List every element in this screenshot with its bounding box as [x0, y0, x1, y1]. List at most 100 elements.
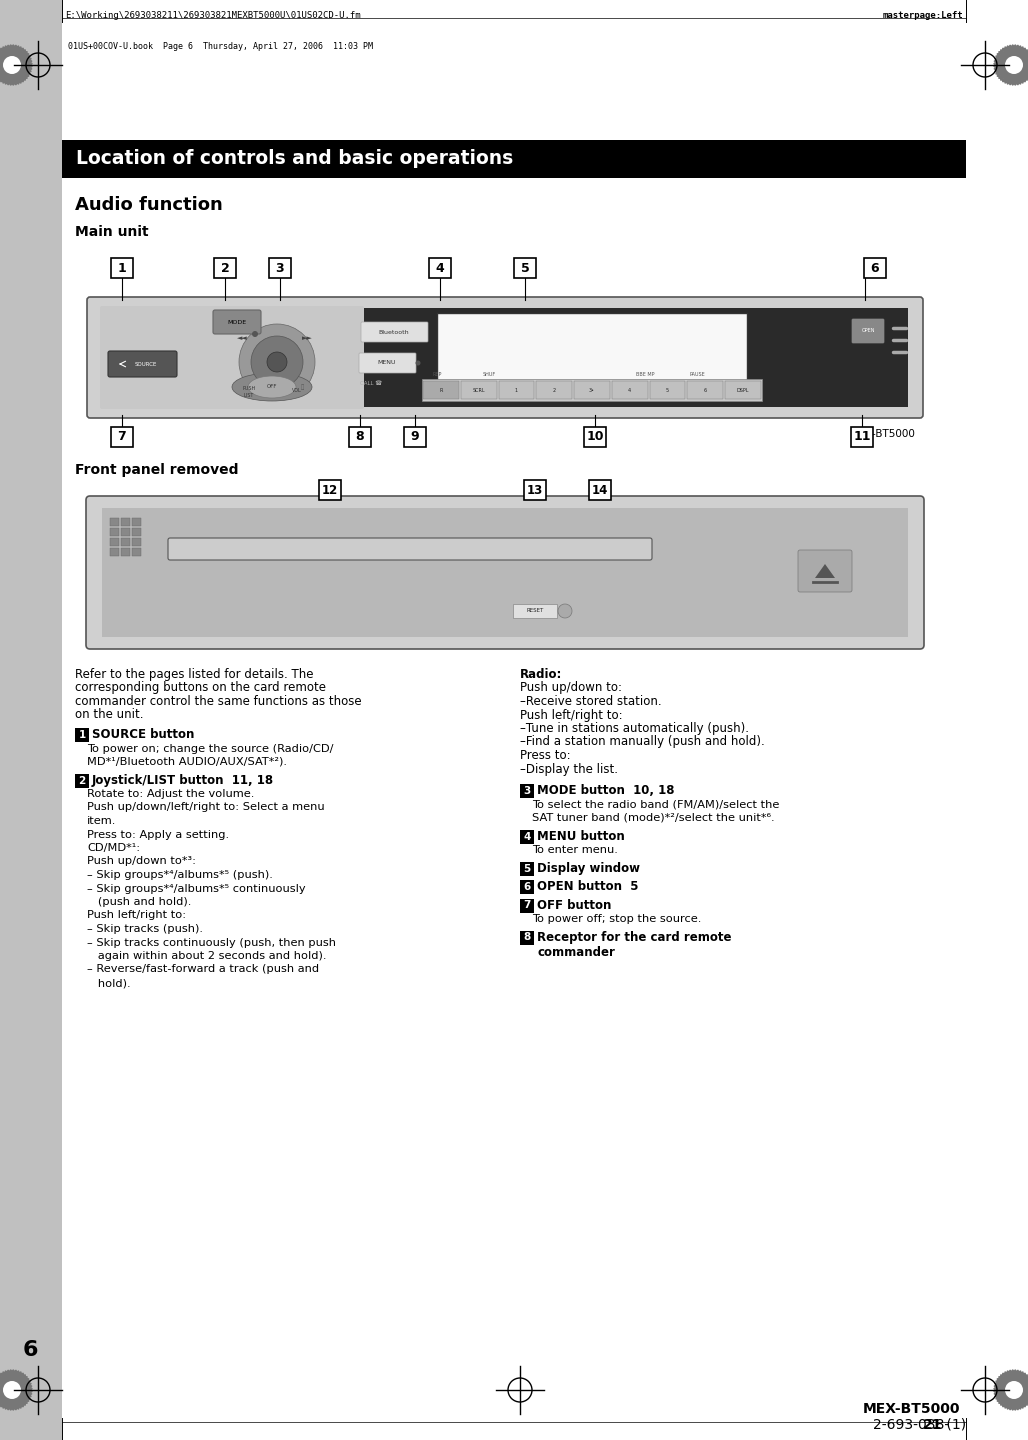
Text: E:\Working\2693038211\269303821MEXBT5000U\01US02CD-U.fm: E:\Working\2693038211\269303821MEXBT5000…: [65, 12, 361, 20]
FancyBboxPatch shape: [361, 323, 428, 341]
FancyBboxPatch shape: [111, 428, 133, 446]
Circle shape: [3, 1381, 21, 1400]
Bar: [110, 528, 119, 536]
Ellipse shape: [232, 373, 313, 400]
Bar: [102, 508, 908, 636]
Text: MD*¹/Bluetooth AUDIO/AUX/SAT*²).: MD*¹/Bluetooth AUDIO/AUX/SAT*²).: [87, 757, 287, 768]
Bar: [520, 880, 534, 894]
Text: MEX-BT5000: MEX-BT5000: [862, 1403, 960, 1416]
Bar: [520, 899, 534, 913]
Text: Press to: Apply a setting.: Press to: Apply a setting.: [87, 829, 229, 840]
Text: MENU button: MENU button: [537, 829, 625, 842]
Text: OPEN button  5: OPEN button 5: [537, 880, 638, 893]
Bar: [574, 382, 610, 399]
Text: Front panel removed: Front panel removed: [75, 464, 238, 477]
FancyBboxPatch shape: [213, 310, 261, 334]
Text: 5: 5: [666, 387, 669, 393]
FancyBboxPatch shape: [851, 428, 873, 446]
Bar: [62, 140, 966, 179]
Text: –Find a station manually (push and hold).: –Find a station manually (push and hold)…: [520, 736, 765, 749]
Text: CD/MD*¹:: CD/MD*¹:: [87, 842, 140, 852]
Text: 7: 7: [523, 900, 530, 910]
Text: R: R: [439, 387, 443, 393]
Text: MODE: MODE: [227, 320, 247, 324]
FancyBboxPatch shape: [108, 351, 177, 377]
Text: To power off; stop the source.: To power off; stop the source.: [533, 914, 701, 924]
Bar: [520, 783, 534, 798]
Polygon shape: [994, 1369, 1028, 1410]
Bar: [102, 308, 908, 408]
Text: 8: 8: [356, 431, 364, 444]
Text: Press to:: Press to:: [520, 749, 571, 762]
Text: Push up/down to:: Push up/down to:: [520, 681, 622, 694]
Circle shape: [267, 351, 287, 372]
Polygon shape: [0, 45, 32, 85]
Text: 5: 5: [523, 864, 530, 874]
Text: Receptor for the card remote: Receptor for the card remote: [537, 932, 732, 945]
FancyBboxPatch shape: [429, 258, 451, 278]
Bar: [688, 382, 724, 399]
Bar: [520, 861, 534, 876]
Text: OFF button: OFF button: [537, 899, 612, 912]
Text: masterpage:Left: masterpage:Left: [882, 12, 963, 20]
Text: 8: 8: [523, 933, 530, 943]
Bar: [0, 0, 62, 1440]
Bar: [121, 518, 130, 526]
Text: commander control the same functions as those: commander control the same functions as …: [75, 696, 362, 708]
Text: 21: 21: [923, 1418, 943, 1431]
Circle shape: [1005, 1381, 1023, 1400]
Text: MEX-BT5000: MEX-BT5000: [850, 429, 915, 439]
Text: corresponding buttons on the card remote: corresponding buttons on the card remote: [75, 681, 326, 694]
FancyBboxPatch shape: [319, 480, 341, 500]
Bar: [132, 549, 141, 556]
Text: PAUSE: PAUSE: [689, 372, 705, 377]
Text: (1): (1): [942, 1418, 966, 1431]
Text: –Display the list.: –Display the list.: [520, 763, 618, 776]
Text: Bluetooth: Bluetooth: [378, 330, 409, 334]
Circle shape: [415, 360, 420, 366]
Circle shape: [251, 336, 303, 387]
Text: SOURCE button: SOURCE button: [91, 729, 194, 742]
Bar: [132, 539, 141, 546]
Bar: [499, 382, 535, 399]
FancyBboxPatch shape: [524, 480, 546, 500]
Text: VOL: VOL: [292, 387, 302, 393]
Text: 3•: 3•: [589, 387, 595, 393]
Text: – Skip tracks continuously (push, then push: – Skip tracks continuously (push, then p…: [87, 937, 336, 948]
Text: 1: 1: [78, 730, 85, 740]
Text: 6: 6: [523, 881, 530, 891]
Circle shape: [1005, 56, 1023, 73]
Text: 14: 14: [592, 484, 609, 497]
FancyBboxPatch shape: [111, 258, 133, 278]
Circle shape: [238, 324, 315, 400]
Text: on the unit.: on the unit.: [75, 708, 144, 721]
Text: Radio:: Radio:: [520, 668, 562, 681]
Text: 7: 7: [117, 431, 126, 444]
Bar: [121, 539, 130, 546]
Text: 4: 4: [436, 262, 444, 275]
Text: Push left/right to:: Push left/right to:: [87, 910, 186, 920]
Bar: [423, 379, 762, 400]
Text: ►►: ►►: [301, 336, 313, 341]
Bar: [537, 382, 573, 399]
FancyBboxPatch shape: [168, 539, 652, 560]
Bar: [520, 829, 534, 844]
Text: 4: 4: [628, 387, 631, 393]
Bar: [132, 528, 141, 536]
Circle shape: [252, 331, 258, 337]
Text: Push left/right to:: Push left/right to:: [520, 708, 623, 721]
Bar: [132, 518, 141, 526]
Text: Main unit: Main unit: [75, 225, 149, 239]
FancyBboxPatch shape: [864, 258, 886, 278]
Text: item.: item.: [87, 816, 116, 827]
FancyBboxPatch shape: [214, 258, 236, 278]
Text: ◄◄: ◄◄: [236, 336, 248, 341]
Text: 3: 3: [523, 786, 530, 796]
Text: 12: 12: [322, 484, 338, 497]
Text: again within about 2 seconds and hold).: again within about 2 seconds and hold).: [87, 950, 327, 960]
Text: –Tune in stations automatically (push).: –Tune in stations automatically (push).: [520, 721, 749, 734]
Text: 2-693-038-: 2-693-038-: [873, 1418, 949, 1431]
Text: – Skip groups*⁴/albums*⁵ (push).: – Skip groups*⁴/albums*⁵ (push).: [87, 870, 272, 880]
FancyBboxPatch shape: [348, 428, 371, 446]
Text: Push up/down to*³:: Push up/down to*³:: [87, 857, 196, 867]
